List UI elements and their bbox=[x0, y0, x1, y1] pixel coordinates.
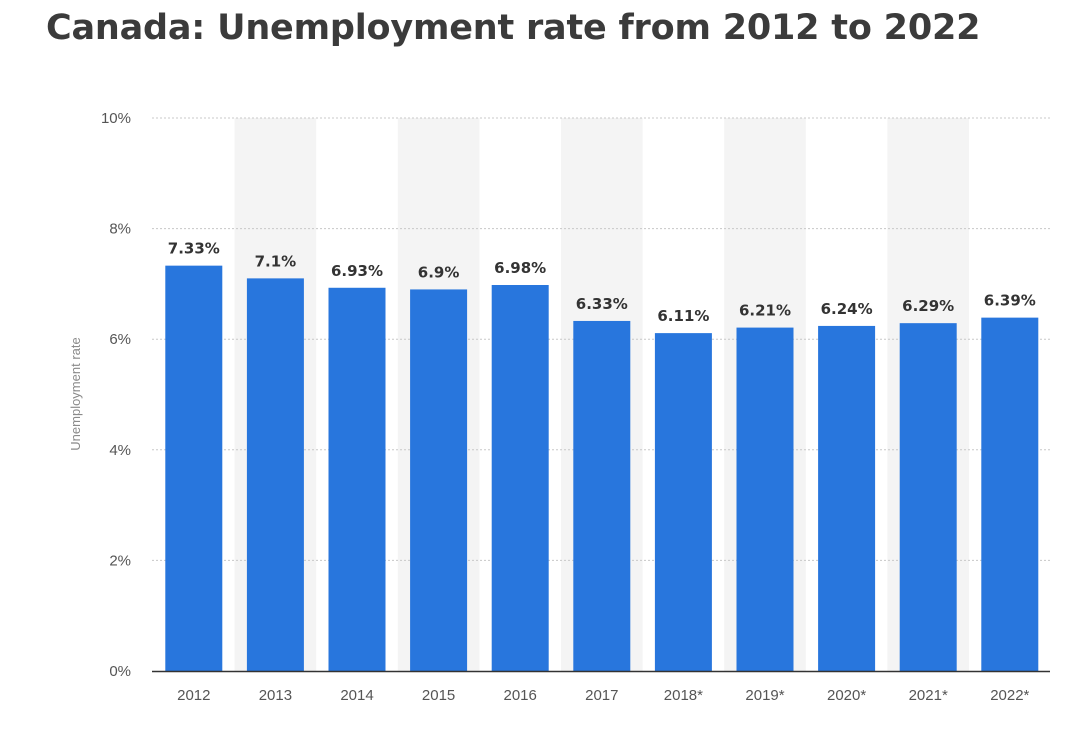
y-tick-label: 6% bbox=[109, 331, 131, 348]
data-labels: 7.33% 7.1% 6.93% 6.9% 6.98% 6.33% 6.11% 6.21% 6.… bbox=[168, 240, 1036, 325]
data-label: 6.98% bbox=[494, 259, 546, 277]
x-axis-labels: 2012 2013 2014 2015 2016 2017 2018* 2019* 2020* 2… bbox=[177, 687, 1029, 704]
bar[interactable] bbox=[654, 333, 712, 671]
bar[interactable] bbox=[246, 278, 304, 671]
x-tick-label: 2017 bbox=[585, 687, 618, 704]
data-label: 6.24% bbox=[821, 300, 873, 318]
x-tick-label: 2013 bbox=[259, 687, 292, 704]
y-tick-label: 2% bbox=[109, 552, 131, 569]
bar[interactable] bbox=[410, 289, 468, 671]
x-tick-label: 2021* bbox=[909, 687, 948, 704]
x-tick-label: 2020* bbox=[827, 687, 866, 704]
data-label: 7.1% bbox=[255, 252, 297, 270]
y-tick-label: 4% bbox=[109, 442, 131, 459]
x-tick-label: 2018* bbox=[664, 687, 703, 704]
y-tick-label: 10% bbox=[101, 110, 131, 127]
x-tick-label: 2012 bbox=[177, 687, 210, 704]
data-label: 6.9% bbox=[418, 263, 460, 281]
bar[interactable] bbox=[491, 285, 549, 671]
bar[interactable] bbox=[165, 265, 223, 671]
y-tick-label: 0% bbox=[109, 663, 131, 680]
data-label: 6.21% bbox=[739, 302, 791, 320]
chart-title: Canada: Unemployment rate from 2012 to 2… bbox=[46, 8, 981, 48]
bars bbox=[165, 265, 1039, 671]
data-label: 7.33% bbox=[168, 240, 220, 258]
data-label: 6.39% bbox=[984, 292, 1036, 310]
data-label: 6.29% bbox=[902, 297, 954, 315]
y-axis-ticks: 0% 2% 4% 6% 8% 10% bbox=[101, 110, 131, 680]
y-axis-title: Unemployment rate bbox=[68, 337, 83, 450]
bar[interactable] bbox=[328, 287, 386, 671]
bar[interactable] bbox=[981, 317, 1039, 671]
bar[interactable] bbox=[573, 320, 631, 671]
x-tick-label: 2015 bbox=[422, 687, 455, 704]
x-tick-label: 2016 bbox=[504, 687, 537, 704]
bar[interactable] bbox=[899, 323, 957, 671]
y-tick-label: 8% bbox=[109, 221, 131, 238]
x-tick-label: 2022* bbox=[990, 687, 1029, 704]
data-label: 6.93% bbox=[331, 262, 383, 280]
x-tick-label: 2014 bbox=[340, 687, 373, 704]
x-tick-label: 2019* bbox=[745, 687, 784, 704]
bar[interactable] bbox=[818, 325, 876, 671]
bar[interactable] bbox=[736, 327, 794, 671]
data-label: 6.33% bbox=[576, 295, 628, 313]
data-label: 6.11% bbox=[657, 307, 709, 325]
